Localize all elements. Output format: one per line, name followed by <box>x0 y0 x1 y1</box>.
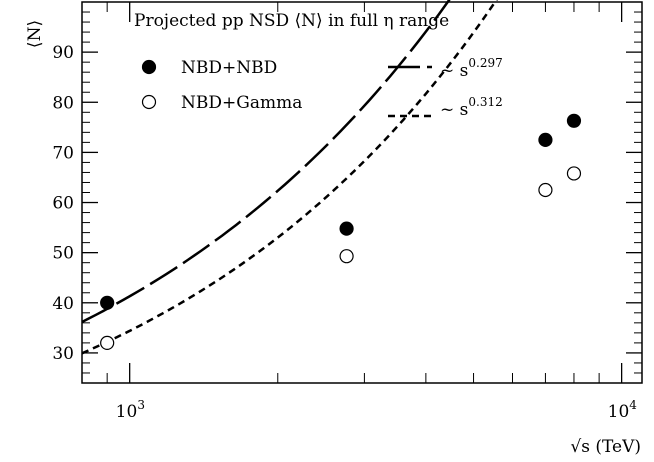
plot-frame <box>81 1 643 384</box>
point-nbd-gamma <box>100 335 115 350</box>
legend-label-fit-2: ~ s0.312 <box>440 95 503 120</box>
point-nbd-nbd <box>566 113 582 128</box>
legend-marker-open <box>141 94 157 110</box>
point-nbd-nbd <box>538 132 553 147</box>
x-tick-label-exp: 4 <box>629 398 637 412</box>
y-axis-title: ⟨N⟩ <box>25 20 45 48</box>
legend-label-fit-1-exp: 0.297 <box>468 56 502 70</box>
y-tick-label: 50 <box>52 244 74 264</box>
x-tick-label: 103 <box>116 398 145 422</box>
point-nbd-gamma <box>538 182 553 198</box>
y-tick-label: 90 <box>52 43 74 63</box>
fit-line-long-dash <box>81 0 451 324</box>
x-axis-title: √s (TeV) <box>570 437 641 457</box>
data-points <box>100 113 582 350</box>
point-nbd-nbd <box>339 221 354 236</box>
fit-line-short-dash <box>81 0 498 355</box>
x-tick-label: 104 <box>608 398 638 422</box>
y-tick-label: 40 <box>52 294 74 314</box>
legend-label-fit-2-exp: 0.312 <box>468 95 502 109</box>
point-nbd-nbd <box>100 295 115 310</box>
x-tick-label-base: 10 <box>116 402 138 422</box>
legend-label-fit-1-base: ~ s <box>440 61 468 81</box>
x-tick-label-exp: 3 <box>137 398 145 412</box>
legend-label-fit-1: ~ s0.297 <box>440 56 503 81</box>
legend-label-nbd-nbd: NBD+NBD <box>181 58 277 78</box>
legend-marker-filled <box>141 59 157 75</box>
y-tick-label: 80 <box>52 93 74 113</box>
legend: Projected pp NSD ⟨N⟩ in full η range NBD… <box>134 11 503 120</box>
y-tick-label: 60 <box>52 194 74 214</box>
y-tick-label: 30 <box>52 344 74 364</box>
legend-label-nbd-gamma: NBD+Gamma <box>181 93 302 113</box>
legend-label-fit-2-base: ~ s <box>440 100 468 120</box>
x-tick-label-base: 10 <box>608 402 630 422</box>
chart-title: Projected pp NSD ⟨N⟩ in full η range <box>134 11 449 31</box>
y-tick-label: 70 <box>52 143 74 163</box>
point-nbd-gamma <box>566 166 582 181</box>
point-nbd-gamma <box>339 249 354 264</box>
fit-lines <box>81 0 498 355</box>
